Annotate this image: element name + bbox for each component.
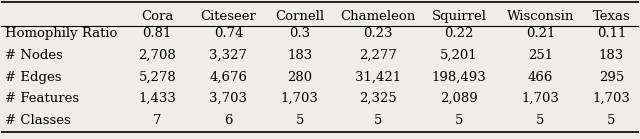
Text: 0.81: 0.81 [143, 27, 172, 40]
Text: Cornell: Cornell [275, 10, 324, 23]
Text: Citeseer: Citeseer [200, 10, 257, 23]
Text: Homophily Ratio: Homophily Ratio [4, 27, 117, 40]
Text: 1,703: 1,703 [522, 92, 559, 105]
Text: 251: 251 [528, 49, 553, 62]
Text: 2,325: 2,325 [359, 92, 397, 105]
Text: 466: 466 [527, 71, 553, 84]
Text: 295: 295 [599, 71, 624, 84]
Text: # Nodes: # Nodes [4, 49, 63, 62]
Text: 5: 5 [296, 114, 304, 127]
Text: # Classes: # Classes [4, 114, 70, 127]
Text: # Features: # Features [4, 92, 79, 105]
Text: 1,433: 1,433 [138, 92, 176, 105]
Text: 0.3: 0.3 [289, 27, 310, 40]
Text: 1,703: 1,703 [281, 92, 319, 105]
Text: 183: 183 [599, 49, 624, 62]
Text: Squirrel: Squirrel [431, 10, 486, 23]
Text: 5,278: 5,278 [138, 71, 176, 84]
Text: 0.22: 0.22 [444, 27, 474, 40]
Text: Cora: Cora [141, 10, 173, 23]
Text: 2,277: 2,277 [358, 49, 397, 62]
Text: # Edges: # Edges [4, 71, 61, 84]
Text: 2,089: 2,089 [440, 92, 478, 105]
Text: 5: 5 [607, 114, 616, 127]
Text: 5,201: 5,201 [440, 49, 478, 62]
Text: 0.74: 0.74 [214, 27, 243, 40]
Text: 3,327: 3,327 [209, 49, 248, 62]
Text: 0.11: 0.11 [597, 27, 626, 40]
Text: Wisconsin: Wisconsin [507, 10, 574, 23]
Text: 280: 280 [287, 71, 312, 84]
Text: 4,676: 4,676 [209, 71, 248, 84]
Text: 7: 7 [153, 114, 161, 127]
Text: 1,703: 1,703 [593, 92, 630, 105]
Text: 183: 183 [287, 49, 312, 62]
Text: 31,421: 31,421 [355, 71, 401, 84]
Text: 0.23: 0.23 [363, 27, 392, 40]
Text: 5: 5 [373, 114, 382, 127]
Text: Texas: Texas [593, 10, 630, 23]
Text: 3,703: 3,703 [209, 92, 248, 105]
Text: Chameleon: Chameleon [340, 10, 415, 23]
Text: 5: 5 [536, 114, 545, 127]
Text: 0.21: 0.21 [525, 27, 555, 40]
Text: 5: 5 [455, 114, 463, 127]
Text: 198,493: 198,493 [431, 71, 486, 84]
Text: 2,708: 2,708 [138, 49, 176, 62]
Text: 6: 6 [224, 114, 233, 127]
